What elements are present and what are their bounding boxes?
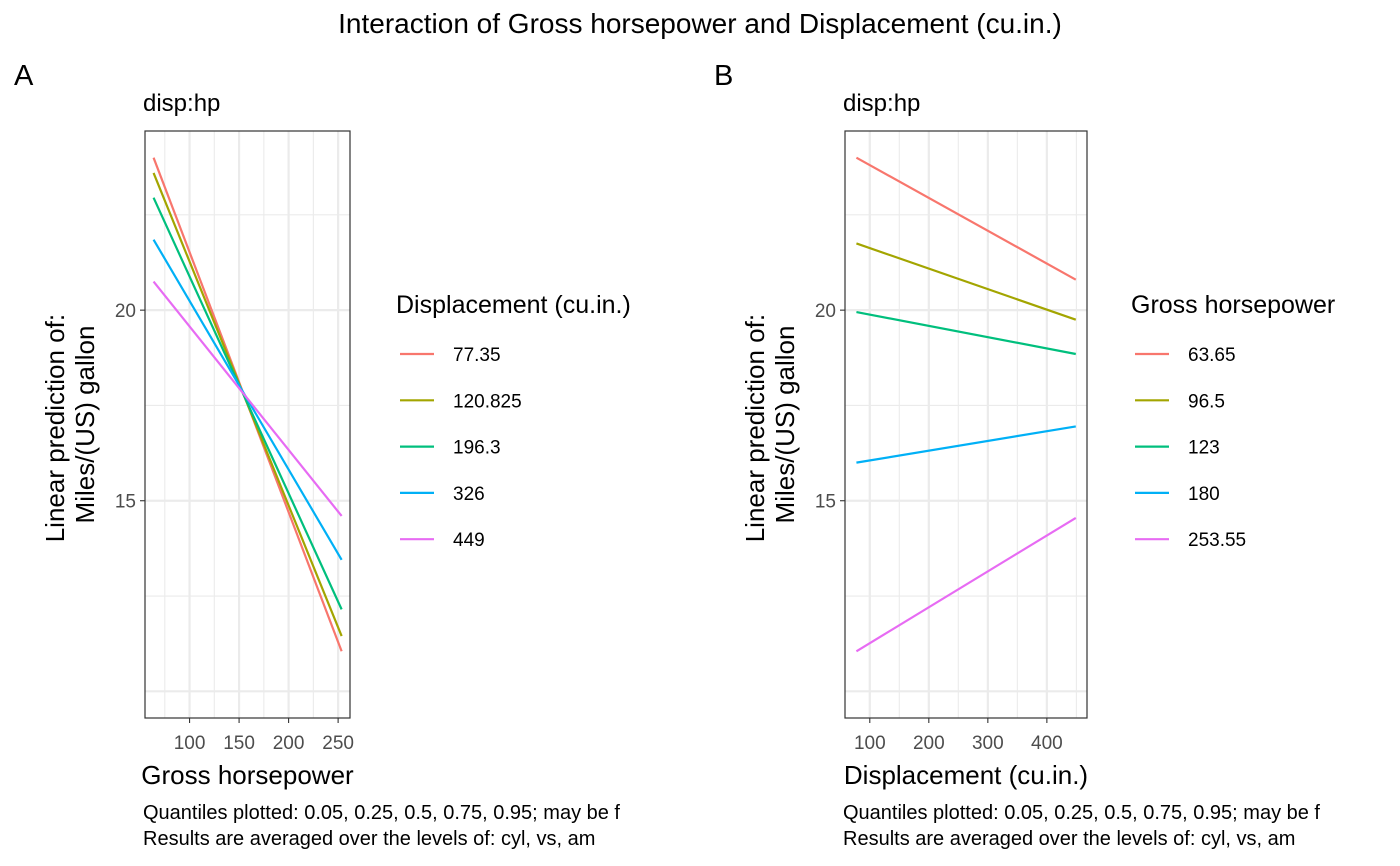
figure-title: Interaction of Gross horsepower and Disp… <box>338 8 1062 39</box>
ticks: 100 200 300 400 15 20 <box>815 301 1063 754</box>
y-axis-title: Linear prediction of: Miles/(US) gallon <box>740 307 800 543</box>
legend-label: 77.35 <box>453 345 501 366</box>
x-axis-title: Gross horsepower <box>141 760 354 790</box>
series-line-196.3 <box>152 197 343 610</box>
y-axis-title-line1: Linear prediction of: <box>740 314 770 542</box>
legend-label: 180 <box>1188 484 1220 505</box>
legend-title: Gross horsepower <box>1131 291 1335 319</box>
legend-label: 63.65 <box>1188 345 1236 366</box>
series-line-123 <box>856 310 1076 356</box>
caption-line2: Results are averaged over the levels of:… <box>843 828 1295 850</box>
x-tick-label: 100 <box>174 733 206 754</box>
x-axis-title: Displacement (cu.in.) <box>844 760 1088 790</box>
legend-label: 449 <box>453 530 485 551</box>
x-tick-label: 400 <box>1031 733 1063 754</box>
series-line-63.65 <box>855 156 1077 281</box>
y-axis-title-line1: Linear prediction of: <box>40 314 70 542</box>
grid <box>145 131 350 718</box>
y-tick-label: 15 <box>815 492 836 513</box>
series-line-253.55 <box>855 516 1077 653</box>
series-line-96.5 <box>856 242 1077 321</box>
legend: Displacement (cu.in.) 77.35 120.825 196.3 3… <box>396 291 631 551</box>
caption-line2: Results are averaged over the levels of:… <box>143 828 595 850</box>
x-tick-label: 250 <box>322 733 354 754</box>
plot-lines <box>152 157 343 652</box>
panel-border <box>844 130 1088 719</box>
x-tick-label: 150 <box>223 733 255 754</box>
legend: Gross horsepower 63.65 96.5 123 180 253.55 <box>1131 291 1335 551</box>
panel-tag: B <box>714 60 733 92</box>
legend-label: 120.825 <box>453 391 522 412</box>
grid <box>845 131 1087 718</box>
y-tick-label: 20 <box>115 301 136 322</box>
legend-label: 326 <box>453 484 485 505</box>
series-line-449 <box>152 280 343 517</box>
y-tick-label: 20 <box>815 301 836 322</box>
legend-label: 253.55 <box>1188 530 1246 551</box>
panel-border <box>144 130 351 719</box>
caption-line1: Quantiles plotted: 0.05, 0.25, 0.5, 0.75… <box>843 802 1320 824</box>
legend-label: 96.5 <box>1188 391 1225 412</box>
panel-tag: A <box>14 60 34 92</box>
caption-line1: Quantiles plotted: 0.05, 0.25, 0.5, 0.75… <box>143 802 620 824</box>
legend-label: 196.3 <box>453 438 501 459</box>
legend-label: 123 <box>1188 438 1220 459</box>
plot-lines <box>855 156 1077 653</box>
panel-subtitle: disp:hp <box>143 90 220 117</box>
series-line-180 <box>856 425 1076 464</box>
panel-b: B disp:hp 100 200 300 400 15 20 Displacement … <box>714 60 1335 850</box>
y-axis-title-line2: Miles/(US) gallon <box>70 326 100 524</box>
y-axis-title-line2: Miles/(US) gallon <box>770 326 800 524</box>
y-tick-label: 15 <box>115 492 136 513</box>
x-tick-label: 100 <box>854 733 886 754</box>
legend-title: Displacement (cu.in.) <box>396 291 631 319</box>
ticks: 100 150 200 250 15 20 <box>115 301 354 754</box>
legend-items: 63.65 96.5 123 180 253.55 <box>1135 345 1246 551</box>
panel-a: A disp:hp 100 150 200 250 15 20 Gross horsepo… <box>14 60 631 850</box>
legend-items: 77.35 120.825 196.3 326 449 <box>400 345 522 551</box>
x-tick-label: 300 <box>972 733 1004 754</box>
x-tick-label: 200 <box>913 733 945 754</box>
panel-subtitle: disp:hp <box>843 90 920 117</box>
y-axis-title: Linear prediction of: Miles/(US) gallon <box>40 307 100 543</box>
x-tick-label: 200 <box>273 733 305 754</box>
